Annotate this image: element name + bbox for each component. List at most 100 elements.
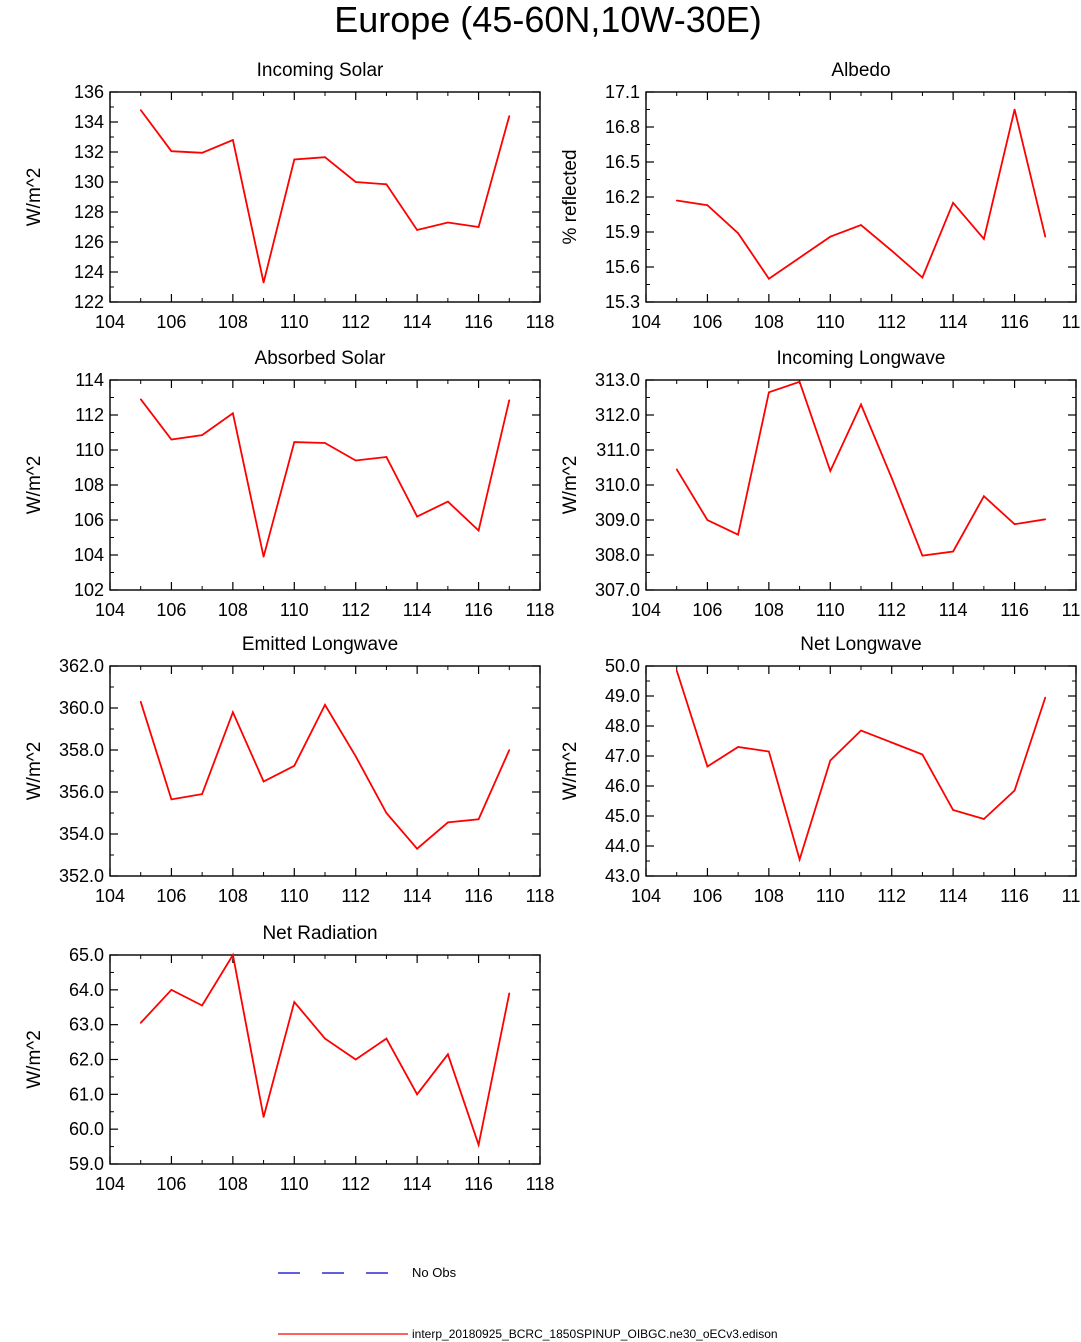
chart-6-xtick-label-2: 108 [218,1174,248,1194]
chart-4-ytick-label-0: 352.0 [59,866,104,886]
chart-4-ylabel: W/m^2 [24,742,45,801]
chart-2-ytick-label-4: 110 [75,440,104,460]
chart-1-point-2 [737,232,739,234]
chart-3-point-4 [798,380,801,383]
chart-0-point-5 [293,158,296,161]
chart-1-point-4 [798,256,801,259]
chart-4-xtick-label-1: 106 [156,886,186,906]
chart-2-point-12 [508,399,511,401]
chart-3-point-12 [1044,518,1047,521]
chart-0-ytick-label-4: 130 [74,172,104,192]
chart-6-xtick-label-1: 106 [156,1174,186,1194]
chart-4-ytick-label-1: 354.0 [59,824,104,844]
chart-5-point-1 [706,765,709,768]
chart-0-ytick-label-5: 132 [74,142,104,162]
chart-1-ytick-label-1: 15.6 [605,257,640,277]
chart-3-point-5 [829,470,832,472]
chart-0-frame [109,91,541,303]
chart-6-point-10 [447,1053,449,1056]
chart-1-xtick-label-0: 104 [631,312,661,332]
chart-1-point-1 [706,204,709,206]
chart-1-point-9 [952,202,954,204]
chart-5-point-2 [737,746,739,748]
legend-obs-label: No Obs [412,1265,457,1280]
chart-0-point-6 [324,156,326,159]
chart-5-xtick-label-3: 110 [816,886,845,906]
chart-1-ytick-label-6: 17.1 [605,82,640,102]
chart-2-ytick-label-5: 112 [75,405,104,425]
chart-2-point-10 [447,500,449,503]
panel-net-longwave: 104 106 108 110 112 114 116 118 43.0 44.0 45.0 46.0… [560,634,1081,906]
chart-0-point-3 [232,139,234,141]
chart-5-ytick-label-0: 43.0 [605,866,640,886]
chart-0-xtick-label-3: 110 [280,312,309,332]
chart-5-series-0-line [675,670,1047,863]
chart-3-series-0-line [675,380,1046,557]
chart-5-xtick-label-5: 114 [939,886,968,906]
chart-1-xtick-label-3: 110 [816,312,845,332]
chart-0-xtick-label-0: 104 [95,312,125,332]
chart-0-ytick-label-6: 134 [74,112,104,132]
chart-2-point-4 [262,555,265,558]
chart-6-point-6 [324,1037,326,1040]
chart-0-point-7 [354,181,357,183]
chart-4-xtick-label-3: 110 [280,886,309,906]
chart-3-point-6 [860,403,862,406]
chart-0-xtick-label-7: 118 [526,312,555,332]
chart-6-ytick-label-1: 60.0 [69,1119,104,1139]
chart-1-xtick-label-2: 108 [754,312,784,332]
chart-0-point-9 [416,229,418,231]
chart-4-point-9 [416,847,418,850]
chart-5-ytick-label-3: 46.0 [605,776,640,796]
chart-2-title: Absorbed Solar [255,348,387,369]
chart-3-point-1 [706,519,709,521]
chart-2-frame [109,379,541,591]
chart-1-point-11 [1013,108,1016,111]
chart-3-xtick-label-3: 110 [816,600,845,620]
chart-4-ytick-label-5: 362.0 [59,656,104,676]
chart-1-ytick-label-0: 15.3 [605,292,640,312]
chart-2-ylabel: W/m^2 [24,456,45,515]
chart-4-point-1 [170,798,173,801]
chart-5-point-5 [829,759,832,762]
chart-5-xtick-label-4: 112 [877,886,906,906]
chart-3-xtick-label-0: 104 [631,600,661,620]
chart-6-title: Net Radiation [262,923,377,944]
chart-1-point-7 [890,249,893,252]
chart-1-point-6 [860,224,862,226]
panels: 104 106 108 110 112 114 116 118 122 124 126 128 130 1… [24,60,1081,1194]
panel-incoming-longwave: 104 106 108 110 112 114 116 118 307.0 308.0 309.0 3… [560,348,1081,620]
figure-title: Europe (45-60N,10W-30E) [334,0,762,40]
chart-0-ylabel: W/m^2 [24,168,45,227]
chart-6-ytick-label-5: 64.0 [69,980,104,1000]
chart-6-ytick-label-4: 63.0 [69,1015,104,1035]
chart-4-frame [109,665,541,877]
chart-5-ytick-label-4: 47.0 [605,746,640,766]
chart-5-point-8 [921,753,924,756]
chart-6-frame [109,954,541,1165]
chart-3-ylabel: W/m^2 [560,456,581,515]
chart-6-point-4 [262,1116,265,1118]
chart-6-point-5 [293,1001,296,1003]
chart-1-point-5 [829,235,832,238]
chart-0-point-10 [447,221,449,224]
chart-5-point-11 [1013,789,1016,792]
chart-2-xtick-label-7: 118 [526,600,555,620]
chart-2-point-0 [139,398,142,401]
chart-5-xtick-label-6: 116 [1000,886,1029,906]
chart-4-xtick-label-7: 118 [526,886,555,906]
chart-3-frame [645,379,1077,591]
chart-3-xtick-label-7: 118 [1062,600,1081,620]
chart-3-ytick-label-0: 307.0 [595,580,640,600]
panel-net-radiation: 104 106 108 110 112 114 116 118 59.0 60.0 61.0 62.0… [24,923,554,1194]
chart-6-point-7 [354,1058,357,1061]
chart-3-ytick-label-3: 310.0 [595,475,640,495]
chart-6-point-9 [416,1093,418,1096]
chart-4-point-11 [477,818,480,821]
chart-1-series-0-line [676,109,1047,280]
chart-0-point-11 [477,226,480,228]
chart-1-point-10 [983,238,985,240]
chart-1-xtick-label-4: 112 [877,312,906,332]
chart-4-xtick-label-2: 108 [218,886,248,906]
